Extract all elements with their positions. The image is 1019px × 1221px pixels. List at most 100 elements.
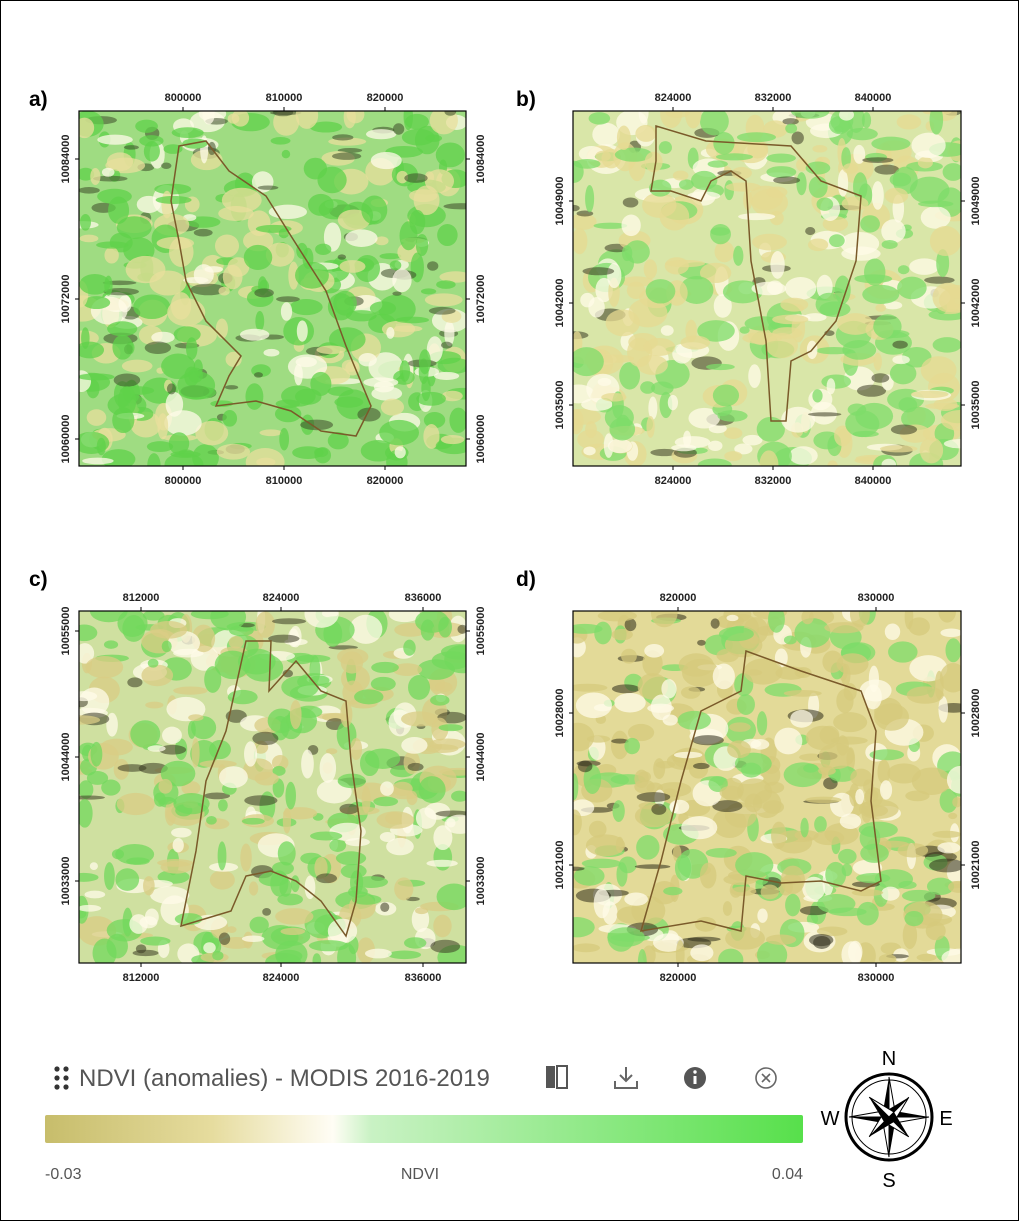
terrain-patch — [822, 651, 843, 673]
info-icon[interactable] — [684, 1067, 706, 1089]
terrain-patch — [108, 197, 129, 224]
terrain-patch — [156, 196, 192, 204]
terrain-patch — [135, 120, 158, 133]
download-icon[interactable] — [615, 1067, 637, 1088]
terrain-patch — [308, 194, 334, 216]
terrain-patch — [909, 258, 939, 275]
terrain-patch — [904, 911, 923, 926]
terrain-patch — [680, 336, 710, 350]
terrain-patch — [594, 888, 611, 918]
terrain-patch — [316, 873, 337, 883]
terrain-patch — [663, 887, 682, 895]
terrain-patch — [697, 640, 706, 646]
terrain-patch — [358, 353, 376, 366]
terrain-patch — [151, 332, 174, 343]
terrain-patch — [800, 818, 808, 838]
terrain-patch — [781, 866, 805, 894]
terrain-patch — [644, 644, 664, 658]
terrain-patch — [147, 745, 165, 752]
terrain-patch — [668, 395, 678, 410]
terrain-patch — [880, 445, 917, 452]
terrain-patch — [719, 627, 754, 641]
compare-icon[interactable] — [546, 1066, 567, 1088]
terrain-patch — [269, 205, 307, 219]
terrain-patch — [646, 416, 654, 438]
terrain-patch — [718, 949, 743, 971]
close-icon[interactable] — [756, 1068, 776, 1088]
terrain-patch — [366, 129, 396, 139]
terrain-patch — [161, 163, 171, 169]
terrain-patch — [796, 172, 806, 195]
terrain-patch — [430, 695, 449, 706]
terrain-patch — [167, 298, 205, 326]
terrain-patch — [809, 176, 828, 198]
terrain-patch — [801, 610, 813, 625]
terrain-patch — [638, 771, 651, 782]
terrain-patch — [635, 125, 656, 142]
map-panel: c)81200081200082400082400083600083600010… — [29, 568, 487, 984]
terrain-patch — [569, 347, 604, 376]
terrain-patch — [112, 407, 134, 433]
terrain-patch — [733, 246, 743, 266]
terrain-patch — [741, 763, 761, 778]
terrain-patch — [808, 238, 828, 251]
terrain-patch — [715, 241, 735, 262]
terrain-patch — [336, 851, 366, 865]
terrain-patch — [169, 432, 189, 454]
figure: a)80000080000081000081000082000082000010… — [0, 0, 1019, 1221]
terrain-patch — [361, 196, 387, 225]
terrain-patch — [314, 448, 328, 458]
terrain-patch — [907, 686, 944, 703]
terrain-patch — [757, 941, 787, 970]
terrain-patch — [640, 381, 655, 394]
terrain-patch — [619, 856, 637, 873]
y-tick-label: 10060000 — [60, 415, 72, 464]
terrain-patch — [766, 187, 787, 198]
x-tick-label: 820000 — [367, 475, 404, 487]
terrain-patch — [840, 813, 861, 829]
terrain-patch — [254, 288, 274, 297]
terrain-patch — [582, 859, 621, 869]
terrain-patch — [681, 686, 701, 698]
terrain-patch — [717, 410, 747, 421]
terrain-patch — [586, 834, 625, 856]
terrain-patch — [263, 349, 279, 357]
terrain-patch — [785, 124, 797, 134]
terrain-patch — [354, 689, 383, 704]
terrain-patch — [339, 804, 358, 814]
terrain-patch — [379, 420, 419, 445]
terrain-patch — [188, 368, 203, 383]
terrain-patch — [162, 727, 182, 744]
terrain-patch — [924, 277, 954, 284]
terrain-patch — [218, 799, 228, 811]
terrain-patch — [873, 353, 882, 371]
compass-west: W — [821, 1108, 840, 1130]
terrain-patch — [78, 187, 100, 194]
terrain-patch — [204, 666, 221, 693]
colorbar-max-label: 0.04 — [772, 1166, 803, 1183]
terrain-patch — [133, 295, 170, 319]
terrain-patch — [219, 766, 248, 788]
x-tick-label: 836000 — [405, 972, 442, 984]
terrain-patch — [84, 891, 105, 899]
terrain-patch — [812, 145, 827, 153]
terrain-patch — [404, 937, 426, 948]
terrain-patch — [939, 288, 971, 313]
terrain-patch — [790, 710, 813, 728]
terrain-patch — [690, 944, 713, 961]
terrain-patch — [940, 629, 962, 638]
terrain-patch — [425, 169, 454, 193]
terrain-patch — [386, 327, 394, 339]
terrain-patch — [268, 635, 299, 643]
compass-south: S — [882, 1170, 895, 1192]
drag-handle[interactable] — [54, 1066, 68, 1089]
terrain-patch — [260, 429, 283, 436]
terrain-patch — [710, 224, 731, 244]
terrain-patch — [71, 624, 97, 641]
terrain-patch — [443, 203, 478, 209]
terrain-patch — [345, 229, 377, 247]
terrain-patch — [874, 703, 909, 731]
terrain-patch — [371, 662, 399, 673]
terrain-patch — [720, 786, 743, 800]
panel-label: d) — [516, 568, 536, 591]
